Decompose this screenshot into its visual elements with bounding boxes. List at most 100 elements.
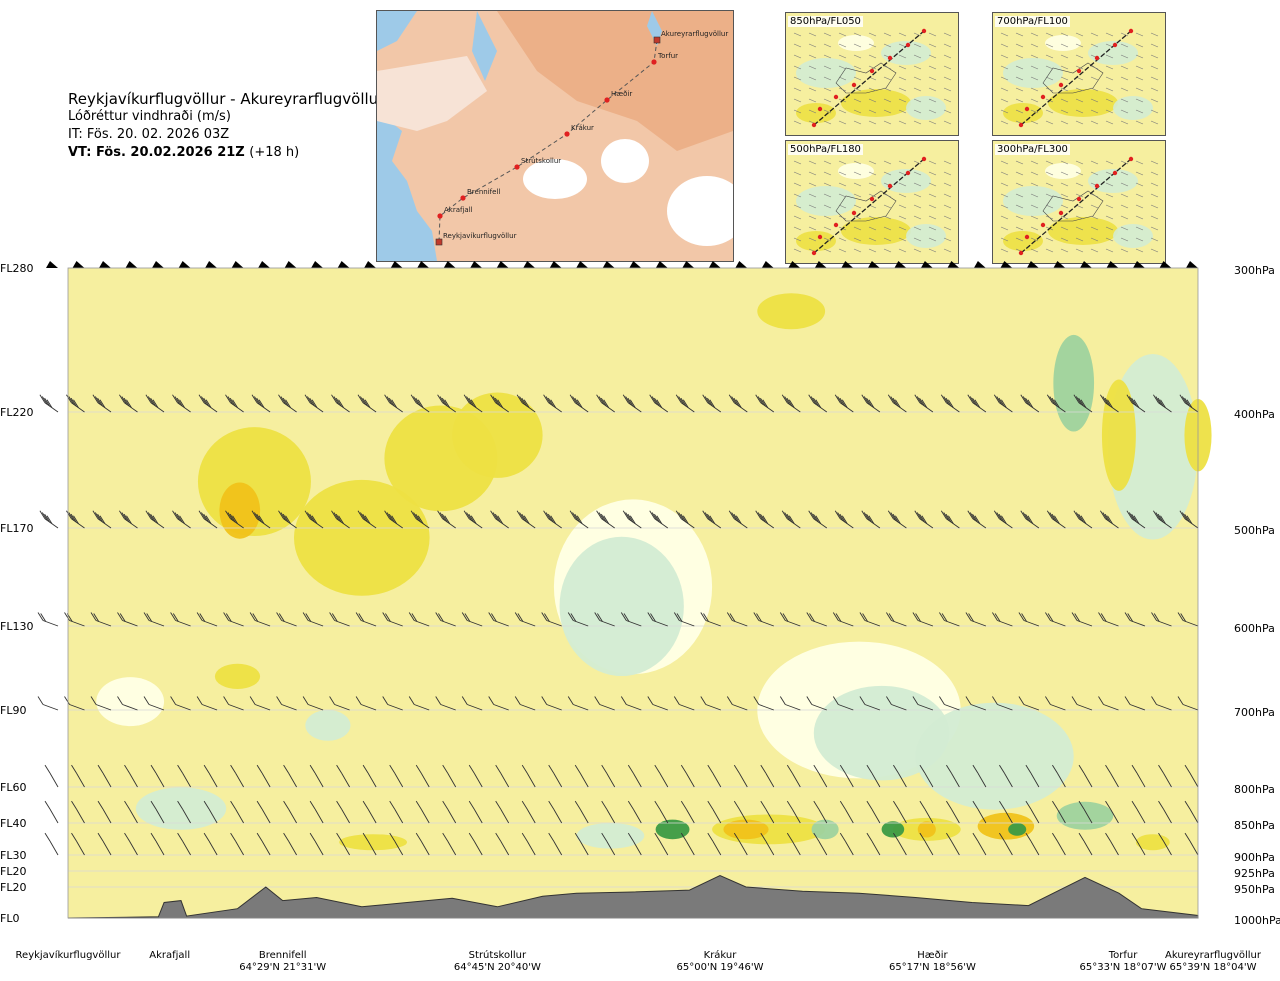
terrain-profile: [67, 874, 1199, 919]
mini-map-barb: [1060, 54, 1069, 59]
mini-map-barb: [943, 76, 952, 81]
mini-map-barb: [1150, 182, 1159, 187]
wind-barb: [839, 764, 854, 788]
wind-barb-feather: [66, 510, 72, 520]
pressure-level-label: 900hPa: [1234, 851, 1275, 864]
wind-barb-feather: [919, 832, 926, 842]
wind-barb: [124, 764, 138, 788]
wind-barb-feather: [1051, 397, 1058, 407]
wind-barb-shaft: [811, 704, 827, 711]
wind-barb-shaft: [871, 772, 881, 788]
wind-barb-feather: [1105, 832, 1111, 842]
wind-barb: [1052, 832, 1066, 856]
wind-barb: [781, 394, 801, 413]
wind-barb-flag: [284, 261, 297, 268]
level-map-700-canvas: [993, 13, 1165, 135]
mini-map-barb: [913, 98, 922, 103]
wind-barb-shaft: [1110, 808, 1119, 824]
mini-map-barb: [1120, 109, 1129, 114]
wind-barb: [1078, 832, 1093, 856]
wind-barb-feather: [806, 612, 813, 621]
mini-map-barb: [853, 204, 862, 209]
wind-barb-feather: [1179, 510, 1186, 520]
wind-barb-feather: [912, 696, 919, 705]
mini-map-barb: [823, 76, 832, 81]
wind-barb: [707, 800, 722, 824]
wind-barb-feather: [468, 832, 475, 842]
wind-barb-shaft: [738, 772, 748, 788]
wind-barb-shaft: [1057, 772, 1066, 788]
wind-barb-feather: [1073, 510, 1080, 520]
wind-barb-feather: [839, 397, 846, 407]
wind-barb-feather: [355, 696, 362, 705]
wind-barb-feather: [64, 612, 70, 621]
mini-map-barb: [943, 237, 952, 242]
wind-barb-feather: [893, 764, 899, 774]
wind-barb-feather: [121, 512, 128, 521]
mini-map-barb: [853, 43, 862, 48]
wind-barb-feather: [998, 397, 1005, 407]
mini-map-barb: [1105, 171, 1114, 176]
wind-barb-feather: [1160, 399, 1166, 409]
mini-map-barb: [1135, 193, 1144, 198]
wind-barb-shaft: [732, 704, 748, 711]
wind-barb-feather: [680, 764, 687, 774]
wind-barb-feather: [1107, 399, 1113, 409]
mini-map-barb: [1030, 182, 1039, 187]
mini-map-barb: [1030, 204, 1039, 209]
mini-map-barb: [913, 76, 922, 81]
mini-map-barb: [1060, 226, 1069, 231]
wind-barb-feather: [282, 397, 289, 407]
wind-barb-feather: [1184, 764, 1191, 774]
mini-map-barb: [913, 54, 922, 59]
mini-map-barb: [928, 76, 937, 81]
wind-barb: [205, 261, 218, 268]
wind-barb-shaft: [314, 840, 324, 856]
mini-map-barb: [898, 54, 907, 59]
wind-barb-feather: [464, 613, 471, 622]
mini-map-barb: [838, 32, 847, 37]
wind-barb-feather: [813, 832, 820, 842]
wind-barb: [44, 832, 59, 856]
wind-barb-shaft: [235, 808, 244, 824]
wind-barb-feather: [921, 515, 928, 525]
wind-barb-feather: [1100, 510, 1106, 520]
wind-barb: [622, 394, 642, 413]
wind-barb: [39, 394, 59, 413]
wind-barb-feather: [1128, 512, 1135, 521]
wind-barb-feather: [1133, 515, 1140, 525]
mini-map-barb: [1120, 120, 1129, 125]
mini-map-barb: [1135, 43, 1144, 48]
wind-barb-feather: [895, 399, 901, 409]
wind-barb-feather: [627, 832, 634, 842]
wind-barb-feather: [336, 800, 342, 810]
mini-map-waypoint: [887, 55, 893, 61]
wind-barb-feather: [998, 513, 1005, 523]
mini-map-barb: [793, 65, 802, 70]
plot-frame: [67, 267, 1199, 919]
wind-barb-feather: [362, 800, 369, 810]
wind-barb-shaft: [679, 704, 695, 711]
wind-barb-feather: [1052, 832, 1058, 842]
mini-map-barb: [883, 43, 892, 48]
wind-barb: [355, 696, 377, 711]
mini-map-barb: [1015, 226, 1024, 231]
wind-barb-shaft: [844, 808, 854, 824]
valid-time: VT: Fös. 20.02.2026 21Z (+18 h): [68, 145, 300, 160]
wind-barb-feather: [921, 399, 928, 409]
mini-map-shade: [1048, 89, 1118, 117]
wind-barb-feather: [547, 397, 554, 407]
mini-map-barb: [928, 171, 937, 176]
wind-barb-shaft: [1163, 808, 1172, 824]
mini-map-barb: [1000, 171, 1009, 176]
mini-map-barb: [913, 215, 922, 220]
mini-map-barb: [883, 248, 892, 253]
wind-barb: [654, 832, 669, 856]
wind-barb-feather: [916, 512, 923, 521]
mini-map-barb: [793, 204, 802, 209]
wind-barb: [541, 612, 562, 627]
wind-barb-shaft: [414, 704, 430, 711]
wind-barb-feather: [647, 612, 654, 621]
wind-barb-feather: [709, 399, 716, 409]
mini-map-barb: [868, 171, 877, 176]
